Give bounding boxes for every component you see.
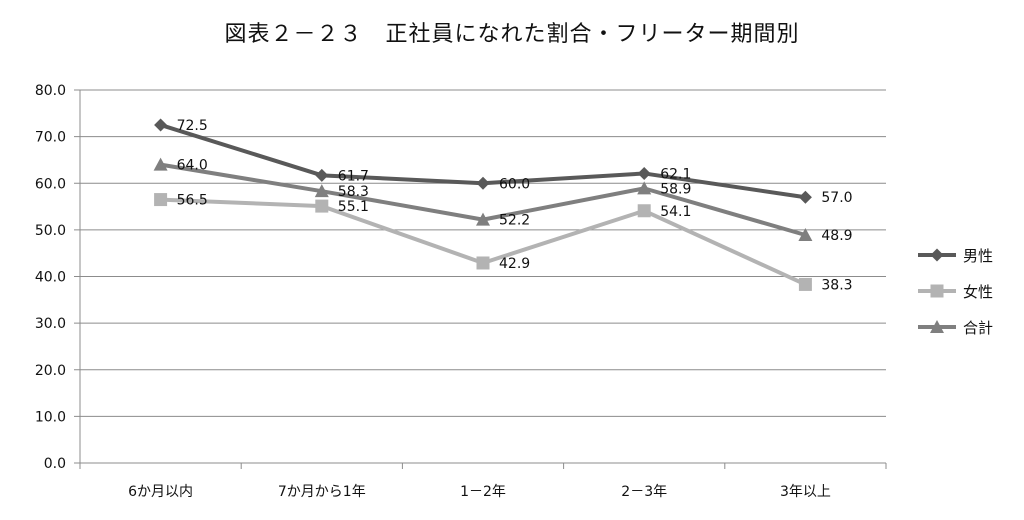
data-point (798, 190, 812, 204)
data-point (637, 166, 651, 180)
data-point (637, 204, 651, 218)
data-label: 48.9 (821, 228, 852, 244)
data-label: 54.1 (660, 204, 691, 220)
data-label: 62.1 (660, 166, 691, 182)
y-tick-label: 40.0 (35, 270, 66, 286)
data-label: 38.3 (821, 277, 852, 293)
legend-label: 女性 (963, 283, 993, 301)
data-point (798, 228, 813, 242)
data-label: 57.0 (821, 190, 852, 206)
x-tick-label: 2－3年 (621, 484, 667, 500)
y-tick-label: 50.0 (35, 223, 66, 239)
y-tick-label: 60.0 (35, 176, 66, 192)
y-tick-label: 10.0 (35, 409, 66, 425)
x-tick-label: 3年以上 (780, 484, 831, 500)
data-label: 55.1 (338, 199, 369, 215)
data-point (476, 256, 490, 270)
y-tick-labels: 0.0 10.0 20.0 30.0 40.0 50.0 60.0 70.0 80.0 (35, 83, 66, 472)
data-label: 56.5 (177, 193, 208, 209)
series-markers (153, 118, 813, 291)
legend-marker (930, 248, 944, 262)
data-label: 58.3 (338, 184, 369, 200)
data-point (314, 184, 329, 198)
data-point (476, 176, 490, 190)
data-point (154, 118, 168, 132)
y-tick-label: 70.0 (35, 130, 66, 146)
data-point (798, 277, 812, 291)
axes (74, 89, 887, 469)
legend-label: 合計 (963, 319, 993, 337)
y-tick-label: 80.0 (35, 83, 66, 99)
x-tick-label: 1－2年 (460, 484, 506, 500)
data-point (637, 181, 652, 195)
x-tick-labels: 6か月以内 7か月から1年 1－2年 2－3年 3年以上 (128, 484, 831, 500)
data-label: 64.0 (177, 158, 208, 174)
data-label: 58.9 (660, 181, 691, 197)
legend-marker (930, 320, 944, 333)
data-labels: 72.5 61.7 60.0 62.1 57.0 56.5 55.1 42.9 54.1 38.3… (177, 118, 853, 293)
data-label: 61.7 (338, 168, 369, 184)
y-tick-label: 30.0 (35, 316, 66, 332)
data-point (154, 193, 168, 207)
data-point (153, 157, 168, 171)
x-tick-label: 6か月以内 (128, 484, 193, 500)
series-line-1 (160, 197, 807, 287)
data-label: 42.9 (499, 256, 530, 272)
legend-label: 男性 (963, 247, 993, 265)
y-tick-label: 20.0 (35, 363, 66, 379)
data-point (315, 199, 329, 213)
chart-title: 図表２－２３ 正社員になれた割合・フリーター期間別 (224, 22, 800, 47)
data-label: 72.5 (177, 118, 208, 134)
x-tick-label: 7か月から1年 (278, 484, 366, 500)
legend-marker (930, 284, 944, 298)
data-point (476, 212, 490, 226)
y-tick-label: 0.0 (44, 456, 66, 472)
data-point (315, 168, 329, 182)
data-label: 60.0 (499, 176, 530, 192)
data-label: 52.2 (499, 213, 530, 229)
